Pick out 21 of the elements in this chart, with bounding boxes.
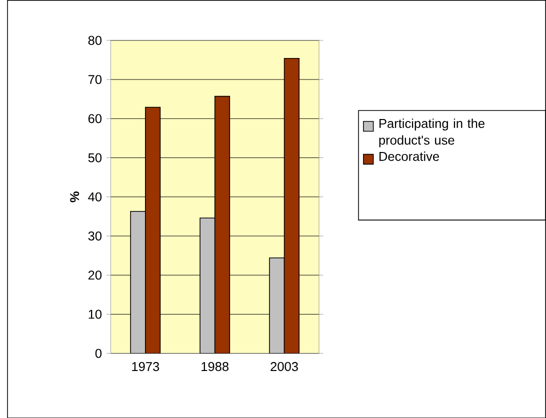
legend-label: Participating in the product's use: [379, 118, 484, 148]
y-tick-label: 60: [88, 114, 102, 123]
x-tick-label: 1973: [132, 362, 160, 371]
bar: [145, 106, 161, 354]
y-tick-label: 0: [95, 348, 102, 358]
y-axis-title: %: [70, 191, 80, 202]
y-tick-label: 50: [88, 153, 102, 162]
y-tick-label: 20: [88, 270, 102, 280]
bar: [269, 257, 285, 354]
x-tick-label: 2003: [270, 362, 298, 371]
bar: [214, 96, 230, 354]
y-tick-label: 10: [88, 310, 102, 319]
y-tick-label: 30: [88, 231, 102, 240]
y-tick-label: 80: [88, 36, 102, 45]
bar: [130, 210, 146, 354]
y-tick-label: 40: [88, 192, 102, 202]
bar: [200, 217, 216, 354]
bar: [284, 58, 300, 354]
x-tick-label: 1988: [202, 362, 229, 371]
y-tick-label: 70: [88, 74, 102, 84]
legend-label: Decorative: [380, 151, 439, 161]
